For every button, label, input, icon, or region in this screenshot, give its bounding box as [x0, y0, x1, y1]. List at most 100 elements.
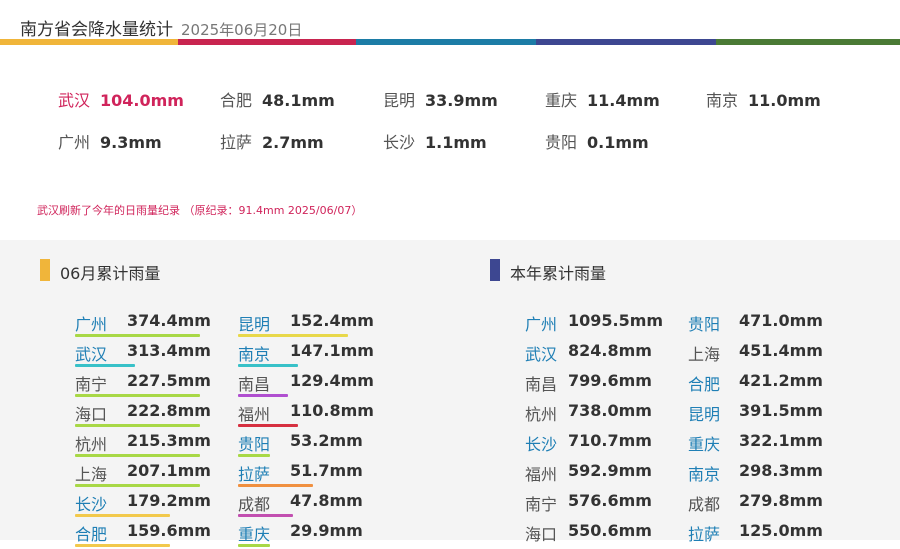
city-name: 杭州: [525, 405, 558, 424]
city-name: 长沙: [383, 133, 416, 152]
city-name[interactable]: 武汉: [525, 345, 558, 364]
rainfall-value: 738.0mm: [568, 401, 652, 420]
yearly-rainfall-item: 贵阳 471.0mm: [688, 309, 823, 339]
daily-row: 武汉 104.0mm 合肥 48.1mm 昆明 33.9mm 重庆 11.4mm 南京 11.0m…: [0, 87, 900, 111]
yearly-rainfall-item: 武汉 824.8mm: [525, 339, 655, 369]
city-name[interactable]: 贵阳: [688, 315, 721, 334]
yearly-rainfall-item: 拉萨 125.0mm: [688, 519, 823, 549]
rainfall-value: 11.0mm: [748, 91, 821, 110]
header-color-stripe: [0, 39, 900, 45]
rainfall-value: 298.3mm: [739, 461, 823, 480]
rainfall-underline: [238, 394, 288, 397]
rainfall-value: 710.7mm: [568, 431, 652, 450]
daily-rainfall-item: 南京 11.0mm: [706, 87, 821, 111]
city-name[interactable]: 长沙: [75, 495, 108, 514]
monthly-rainfall-item: 重庆 29.9mm: [238, 519, 368, 549]
daily-rainfall-item: 广州 9.3mm: [58, 129, 162, 153]
rainfall-underline: [238, 484, 313, 487]
city-name: 福州: [238, 405, 271, 424]
city-name[interactable]: 广州: [525, 315, 558, 334]
city-name[interactable]: 贵阳: [238, 435, 271, 454]
yearly-rainfall-item: 杭州 738.0mm: [525, 399, 655, 429]
city-name: 成都: [688, 495, 721, 514]
city-name[interactable]: 昆明: [238, 315, 271, 334]
yearly-rainfall-item: 福州 592.9mm: [525, 459, 655, 489]
stripe-segment: [356, 39, 536, 45]
monthly-rainfall-item: 长沙 179.2mm: [75, 489, 211, 519]
city-name[interactable]: 合肥: [75, 525, 108, 544]
city-name: 南宁: [75, 375, 108, 394]
record-note: 武汉刷新了今年的日雨量纪录 （原纪录：91.4mm 2025/06/07）: [37, 204, 363, 217]
rainfall-value: 104.0mm: [100, 91, 184, 110]
page-header: 南方省会降水量统计 2025年06月20日: [0, 0, 900, 45]
monthly-section-title: 06月累计雨量: [60, 264, 161, 283]
city-name[interactable]: 拉萨: [688, 525, 721, 544]
city-name: 福州: [525, 465, 558, 484]
city-name[interactable]: 拉萨: [238, 465, 271, 484]
city-name[interactable]: 重庆: [238, 525, 271, 544]
rainfall-value: 179.2mm: [127, 491, 211, 510]
page-title: 南方省会降水量统计 2025年06月20日: [20, 15, 302, 40]
city-name: 广州: [58, 133, 91, 152]
rainfall-value: 576.6mm: [568, 491, 652, 510]
city-name[interactable]: 武汉: [75, 345, 108, 364]
rainfall-value: 2.7mm: [262, 133, 324, 152]
city-name[interactable]: 合肥: [688, 375, 721, 394]
rainfall-value: 421.2mm: [739, 371, 823, 390]
monthly-rainfall-item: 昆明 152.4mm: [238, 309, 374, 339]
monthly-rainfall-item: 福州 110.8mm: [238, 399, 374, 429]
rainfall-value: 110.8mm: [290, 401, 374, 420]
city-name: 贵阳: [545, 133, 578, 152]
city-name: 合肥: [220, 91, 253, 110]
rainfall-value: 374.4mm: [127, 311, 211, 330]
city-name[interactable]: 长沙: [525, 435, 558, 454]
city-name[interactable]: 昆明: [688, 405, 721, 424]
rainfall-underline: [238, 334, 348, 337]
rainfall-value: 207.1mm: [127, 461, 211, 480]
rainfall-value: 0.1mm: [587, 133, 649, 152]
daily-row: 广州 9.3mm 拉萨 2.7mm 长沙 1.1mm 贵阳 0.1mm: [0, 129, 900, 153]
stripe-segment: [0, 39, 178, 45]
monthly-rainfall-item: 成都 47.8mm: [238, 489, 368, 519]
rainfall-value: 1.1mm: [425, 133, 487, 152]
city-name: 重庆: [545, 91, 578, 110]
monthly-rainfall-item: 贵阳 53.2mm: [238, 429, 368, 459]
city-name: 南京: [706, 91, 739, 110]
rainfall-value: 53.2mm: [290, 431, 363, 450]
yearly-rainfall-item: 南宁 576.6mm: [525, 489, 655, 519]
rainfall-underline: [75, 544, 170, 547]
daily-rainfall-section: 武汉 104.0mm 合肥 48.1mm 昆明 33.9mm 重庆 11.4mm 南京 11.0m…: [0, 45, 900, 240]
yearly-section-title: 本年累计雨量: [510, 264, 607, 283]
monthly-rainfall-item: 海口 222.8mm: [75, 399, 211, 429]
yearly-rainfall-item: 昆明 391.5mm: [688, 399, 823, 429]
rainfall-value: 391.5mm: [739, 401, 823, 420]
city-name: 海口: [75, 405, 108, 424]
daily-rainfall-item: 昆明 33.9mm: [383, 87, 498, 111]
city-name[interactable]: 广州: [75, 315, 108, 334]
daily-rainfall-item: 合肥 48.1mm: [220, 87, 335, 111]
monthly-rainfall-item: 上海 207.1mm: [75, 459, 211, 489]
city-name: 武汉: [58, 91, 91, 110]
monthly-rainfall-item: 南宁 227.5mm: [75, 369, 211, 399]
rainfall-value: 47.8mm: [290, 491, 363, 510]
rainfall-value: 799.6mm: [568, 371, 652, 390]
rainfall-value: 471.0mm: [739, 311, 823, 330]
yearly-rainfall-item: 重庆 322.1mm: [688, 429, 823, 459]
rainfall-value: 592.9mm: [568, 461, 652, 480]
rainfall-value: 159.6mm: [127, 521, 211, 540]
city-name[interactable]: 重庆: [688, 435, 721, 454]
city-name: 昆明: [383, 91, 416, 110]
rainfall-value: 29.9mm: [290, 521, 363, 540]
rainfall-value: 550.6mm: [568, 521, 652, 540]
rainfall-value: 451.4mm: [739, 341, 823, 360]
city-name[interactable]: 南京: [238, 345, 271, 364]
rainfall-value: 152.4mm: [290, 311, 374, 330]
city-name[interactable]: 南京: [688, 465, 721, 484]
yearly-rainfall-item: 上海 451.4mm: [688, 339, 823, 369]
rainfall-value: 824.8mm: [568, 341, 652, 360]
city-name: 南昌: [525, 375, 558, 394]
yearly-rainfall-item: 合肥 421.2mm: [688, 369, 823, 399]
page-date: 2025年06月20日: [181, 21, 303, 39]
cumulative-rainfall-panel: 06月累计雨量 本年累计雨量 广州 374.4mm 武汉 313.4mm 南宁 227.5…: [0, 240, 900, 547]
rainfall-underline: [238, 514, 293, 517]
